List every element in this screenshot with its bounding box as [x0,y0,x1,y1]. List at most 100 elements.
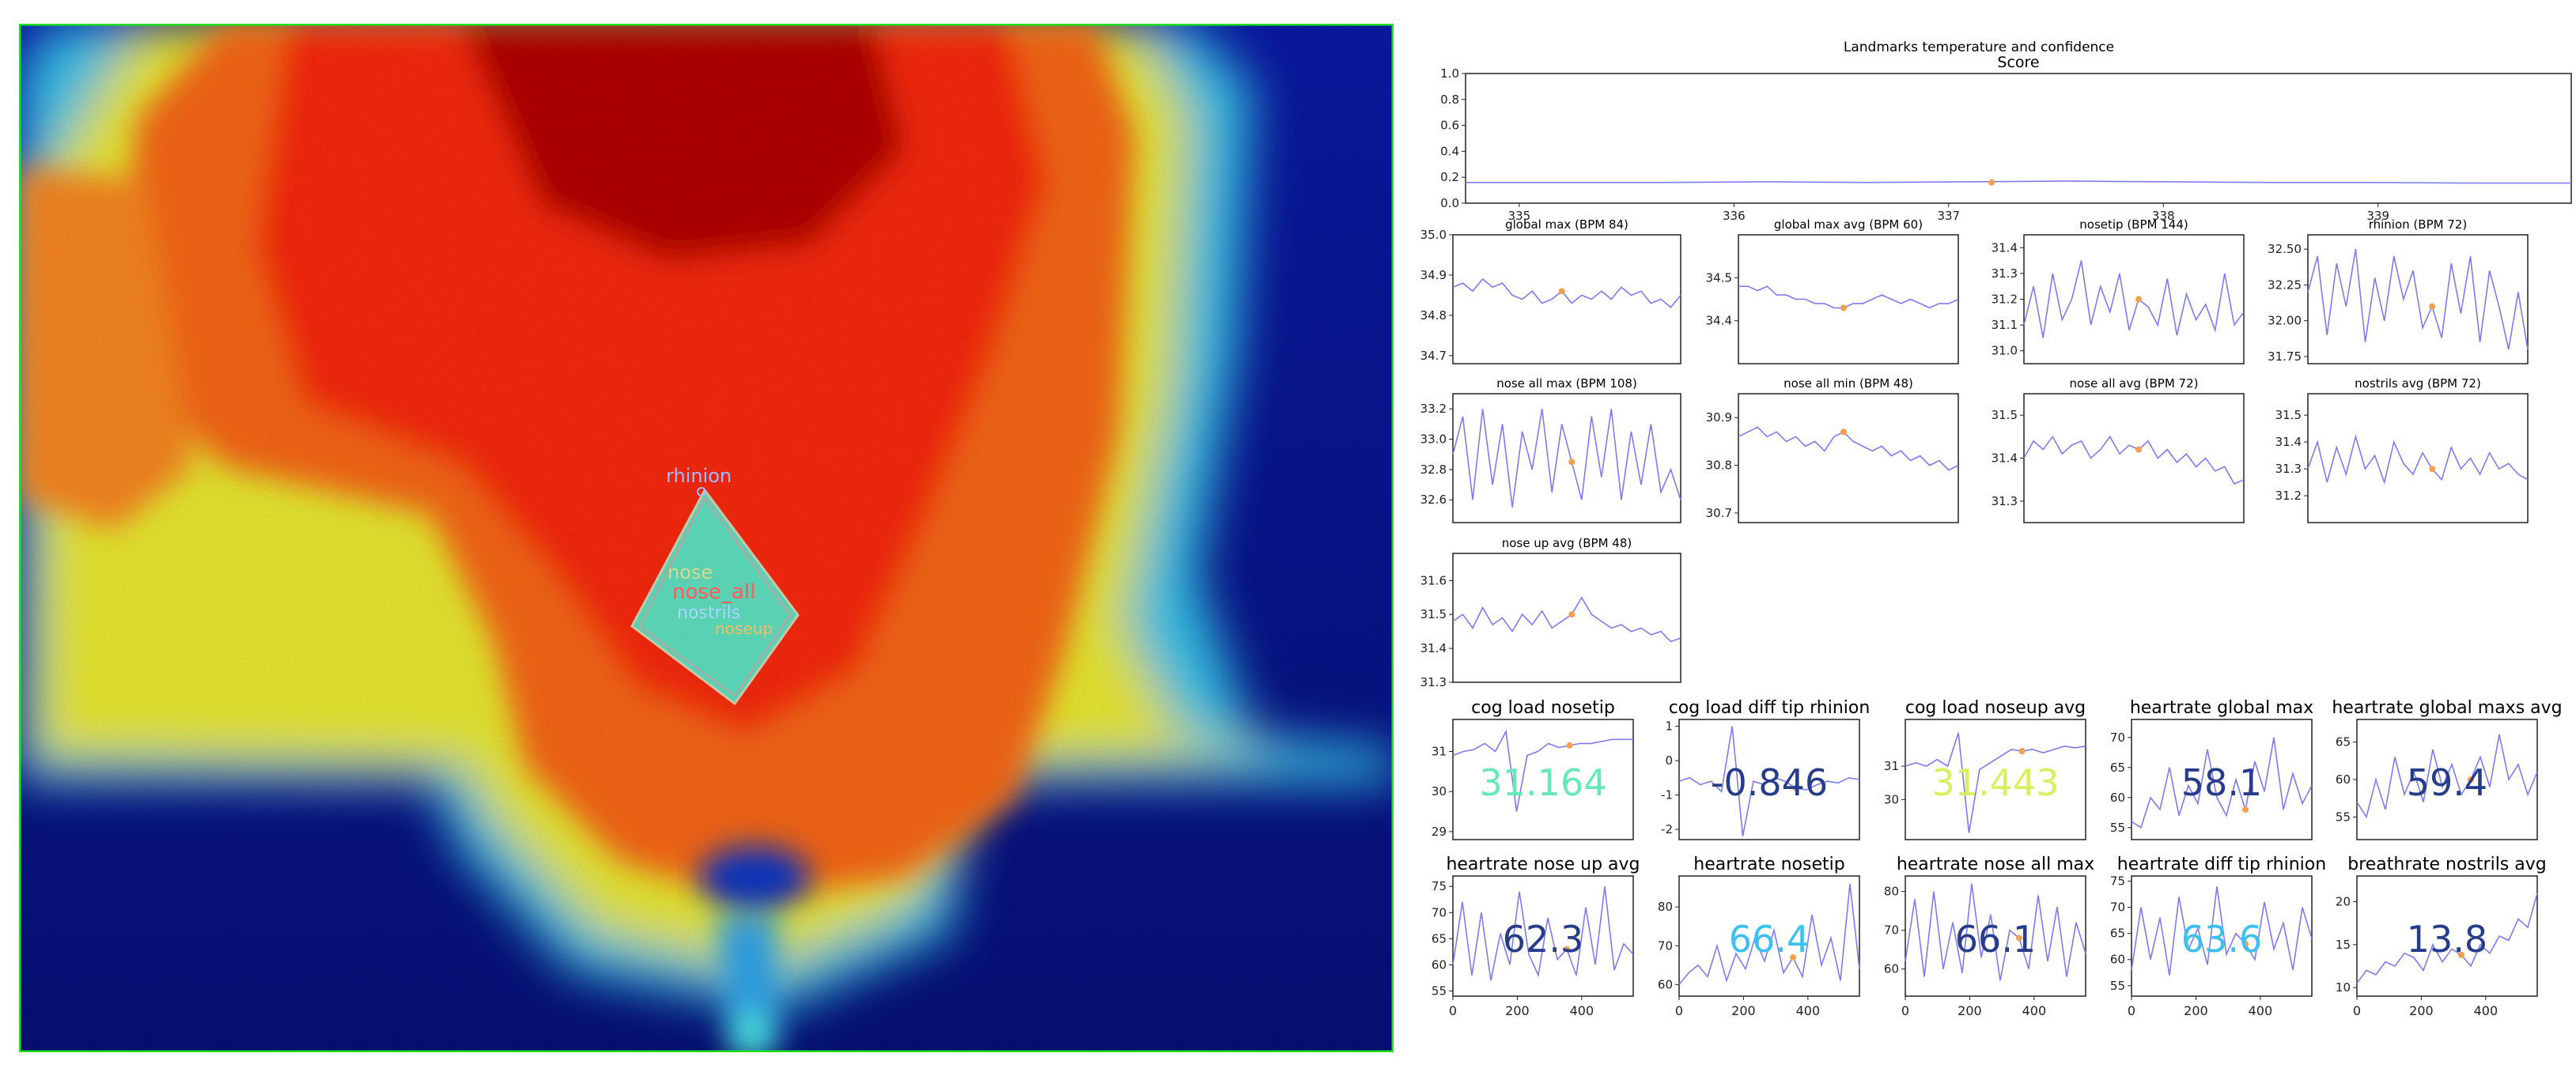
current-point-marker [1564,946,1570,953]
y-tick-label: 80 [1658,900,1673,914]
image-frame [19,24,1394,1052]
current-point-marker [1790,953,1796,961]
y-tick-label: 0.2 [1440,170,1459,184]
series-line [1452,729,1633,812]
y-tick-label: 34.4 [1706,314,1732,328]
current-point-marker [2468,776,2474,783]
landmark-label-nostrils: nostrils [677,603,740,623]
current-point-marker [1792,784,1799,791]
series-line [1452,596,1681,643]
plot-frame [1738,393,1959,523]
x-tick-label: 400 [1570,1003,1594,1018]
y-tick-label: 31.3 [1992,494,2018,508]
chart-title: nose all avg (BPM 72) [2070,376,2199,391]
y-tick-label: 31.3 [2275,462,2302,476]
series-line [1452,409,1681,508]
x-tick-label: 400 [2249,1003,2273,1018]
series-line [2023,435,2245,485]
series-line [2307,434,2529,485]
y-tick-label: 32.00 [2268,314,2302,328]
y-tick-label: 32.8 [1420,462,1447,477]
y-tick-label: 70 [2110,900,2125,915]
x-tick-label: 0 [1901,1003,1909,1018]
y-tick-label: 31.2 [1992,293,2018,307]
current-point-marker [2018,748,2026,755]
current-point-marker [2458,951,2464,958]
x-tick-label: 0 [1449,1003,1457,1018]
big-value: 63.6 [2181,918,2262,961]
plot-frame [1452,234,1681,364]
chart-heartrate-nose-all-max: heartrate nose all max 60 70 80 66.1 0 200 400 [1884,855,2094,1018]
y-tick-label: 31.5 [2275,408,2302,422]
landmark-label-nose: nose [668,561,713,583]
big-value: 66.4 [1729,918,1810,961]
current-point-marker [1840,429,1847,436]
thermal-face-image: rhinion nose nose_all nostrils noseup [19,24,1394,1052]
series-line [1678,726,1860,836]
y-tick-label: 31.1 [1992,318,2018,332]
y-tick-label: 65 [1432,931,1447,946]
y-tick-label: -1 [1661,788,1673,802]
y-tick-label: 70 [1884,923,1899,938]
chart-title: nose all min (BPM 48) [1784,376,1913,391]
landmark-label-rhinion: rhinion [666,465,732,487]
current-point-marker [2429,466,2436,473]
plot-frame [2023,234,2245,364]
x-tick-label: 338 [2152,209,2175,223]
y-tick-label: 20 [2336,895,2351,909]
y-tick-label: 0.6 [1440,119,1459,133]
series-line [1738,285,1959,309]
y-tick-label: 30.7 [1706,506,1732,520]
series-line [1905,732,2086,833]
chart-cog-load-diff-tip-rhinion: cog load diff tip rhinion -2 -1 0 1 -0.846 [1661,698,1870,840]
plot-frame [2131,719,2313,840]
y-tick-label: 55 [2336,810,2351,825]
x-tick-label: 335 [1508,209,1531,223]
series-line [1452,886,1634,981]
y-tick-label: 34.8 [1420,308,1447,323]
y-tick-label: 29 [1432,825,1447,839]
plot-frame [1678,875,1860,997]
chart-title: Score [1997,54,2039,71]
y-tick-label: 0.4 [1440,144,1459,158]
series-line [1678,883,1860,985]
chart-title: nose up avg (BPM 48) [1502,536,1632,550]
plot-frame [1452,393,1681,523]
current-point-marker [2135,296,2143,303]
x-tick-label: 339 [2366,209,2389,223]
big-value: 59.4 [2407,761,2487,804]
y-tick-label: 75 [1432,879,1447,893]
y-tick-label: 31.4 [1420,641,1447,655]
chart-title: nose all max (BPM 108) [1496,376,1637,391]
y-tick-label: 32.50 [2268,242,2302,256]
y-tick-label: 33.2 [1420,402,1447,416]
chart-title: heartrate nose all max [1897,855,2094,874]
x-tick-label: 400 [1796,1003,1821,1018]
plot-frame [1678,719,1860,840]
plot-frame [1452,719,1634,840]
nose-landmark-polygon [630,487,800,706]
y-tick-label: 65 [2110,927,2125,941]
chart-heartrate-global-maxs-avg: heartrate global maxs avg 55 60 65 59.4 [2332,698,2563,840]
big-value: 58.1 [2181,761,2262,804]
chart-nose-all-max: nose all max (BPM 108) 32.6 32.8 33.0 33.2 [1420,376,1681,523]
chart-title: nostrils avg (BPM 72) [2355,376,2481,391]
current-point-marker [2016,934,2022,942]
current-point-marker [2429,303,2436,310]
y-tick-label: 31.0 [1992,344,2018,358]
y-tick-label: 32.25 [2268,277,2302,292]
y-tick-label: 60 [1884,962,1899,976]
y-tick-label: 35.0 [1420,228,1447,242]
y-tick-label: 31.5 [1420,607,1447,621]
chart-heartrate-diff-tip-rhinion: heartrate diff tip rhinion 55 60 65 70 75 63.6… [2110,855,2326,1018]
y-tick-label: 31.6 [1420,573,1447,587]
y-tick-label: 30.8 [1706,459,1732,473]
big-value: 66.1 [1955,918,2036,961]
y-tick-label: 0.8 [1440,92,1459,107]
chart-title: heartrate diff tip rhinion [2117,855,2326,874]
y-tick-label: 60 [2110,953,2125,967]
x-tick-label: 0 [2128,1003,2135,1018]
y-tick-label: 31.75 [2268,349,2302,364]
current-point-marker [1840,304,1847,311]
y-tick-label: 0.0 [1440,196,1459,210]
